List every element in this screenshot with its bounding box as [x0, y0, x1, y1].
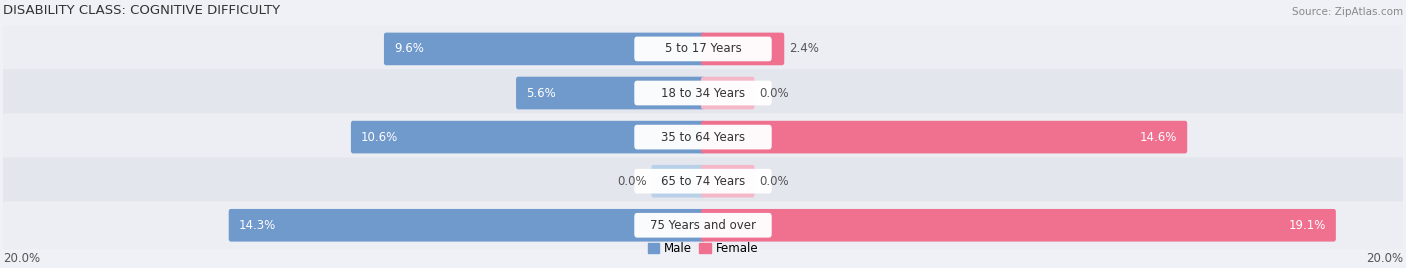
- FancyBboxPatch shape: [634, 37, 772, 61]
- Text: 18 to 34 Years: 18 to 34 Years: [661, 87, 745, 99]
- FancyBboxPatch shape: [1, 113, 1405, 161]
- Text: 65 to 74 Years: 65 to 74 Years: [661, 175, 745, 188]
- Text: 0.0%: 0.0%: [759, 87, 789, 99]
- Text: Source: ZipAtlas.com: Source: ZipAtlas.com: [1292, 7, 1403, 17]
- FancyBboxPatch shape: [702, 77, 755, 109]
- Text: 2.4%: 2.4%: [789, 42, 818, 55]
- FancyBboxPatch shape: [516, 77, 704, 109]
- Text: 20.0%: 20.0%: [3, 252, 39, 265]
- Text: 0.0%: 0.0%: [759, 175, 789, 188]
- FancyBboxPatch shape: [352, 121, 704, 153]
- Text: 14.3%: 14.3%: [239, 219, 276, 232]
- FancyBboxPatch shape: [634, 213, 772, 238]
- FancyBboxPatch shape: [702, 165, 755, 198]
- FancyBboxPatch shape: [634, 169, 772, 193]
- FancyBboxPatch shape: [651, 165, 704, 198]
- Text: 10.6%: 10.6%: [361, 131, 398, 144]
- Text: 75 Years and over: 75 Years and over: [650, 219, 756, 232]
- Text: DISABILITY CLASS: COGNITIVE DIFFICULTY: DISABILITY CLASS: COGNITIVE DIFFICULTY: [3, 4, 280, 17]
- FancyBboxPatch shape: [702, 209, 1336, 241]
- Text: 19.1%: 19.1%: [1288, 219, 1326, 232]
- FancyBboxPatch shape: [229, 209, 704, 241]
- FancyBboxPatch shape: [1, 202, 1405, 249]
- Legend: Male, Female: Male, Female: [643, 237, 763, 260]
- Text: 5 to 17 Years: 5 to 17 Years: [665, 42, 741, 55]
- FancyBboxPatch shape: [1, 157, 1405, 205]
- Text: 20.0%: 20.0%: [1367, 252, 1403, 265]
- Text: 14.6%: 14.6%: [1140, 131, 1177, 144]
- Text: 9.6%: 9.6%: [394, 42, 425, 55]
- Text: 35 to 64 Years: 35 to 64 Years: [661, 131, 745, 144]
- FancyBboxPatch shape: [1, 69, 1405, 117]
- FancyBboxPatch shape: [634, 125, 772, 150]
- FancyBboxPatch shape: [1, 25, 1405, 73]
- FancyBboxPatch shape: [702, 33, 785, 65]
- Text: 5.6%: 5.6%: [526, 87, 555, 99]
- Text: 0.0%: 0.0%: [617, 175, 647, 188]
- FancyBboxPatch shape: [702, 121, 1187, 153]
- FancyBboxPatch shape: [634, 81, 772, 105]
- FancyBboxPatch shape: [384, 33, 704, 65]
